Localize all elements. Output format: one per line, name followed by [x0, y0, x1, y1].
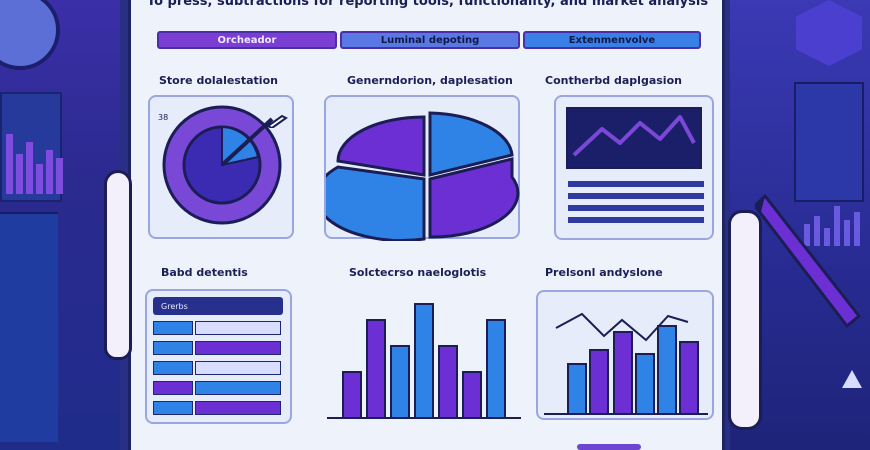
bottom-handle: [577, 444, 641, 450]
pie-graphic: [314, 111, 520, 242]
right-mini-bars: [804, 206, 860, 246]
tab-2[interactable]: Luminal depoting: [340, 31, 520, 49]
left-pie-graphic: [0, 0, 60, 70]
section-title-bottom-mid: Solctecrso naeloglotis: [349, 266, 487, 279]
list-row: [153, 321, 283, 335]
list-card: Grerbs: [145, 289, 292, 424]
hexagon-graphic: [796, 0, 862, 66]
warning-triangle-icon: [842, 370, 862, 388]
list-row: [153, 381, 283, 395]
line-card-rows: [568, 181, 704, 223]
left-mini-panel: [0, 92, 63, 202]
section-title-top-mid: Generndorion, daplesation: [347, 74, 513, 87]
right-hand: [728, 210, 762, 430]
line-chart-card: [554, 95, 714, 240]
section-title-bottom-left: Babd detentis: [161, 266, 248, 279]
donut-corner-label: 38: [158, 113, 169, 122]
pen-icon: [755, 193, 862, 329]
combo-chart-card: [536, 290, 714, 420]
section-title-top-right: Contherbd daplgasion: [545, 74, 682, 87]
bar-chart-graphic: [327, 303, 521, 419]
right-mini-panel: [794, 82, 864, 202]
pen-icon: [266, 113, 288, 130]
section-title-top-left: Store dolalestation: [159, 74, 278, 87]
tab-3[interactable]: Extenmenvolve: [523, 31, 701, 49]
tab-1[interactable]: Orcheador: [157, 31, 337, 49]
list-row: [153, 341, 283, 355]
bar-chart: [325, 290, 525, 430]
donut-graphic: [162, 105, 282, 225]
left-device-screen: [0, 0, 120, 450]
section-title-bottom-right: Prelsonl andyslone: [545, 266, 663, 279]
left-lower-panel: [0, 212, 58, 442]
list-card-header-label: Grerbs: [161, 301, 188, 311]
list-row: [153, 401, 283, 415]
combo-chart-graphic: [544, 312, 708, 415]
left-hand: [104, 170, 132, 360]
list-card-header: Grerbs: [153, 297, 283, 315]
list-row: [153, 361, 283, 375]
pie-card: [314, 95, 520, 242]
tab-bar: Orcheador Luminal depoting Extenmenvolve: [157, 31, 702, 49]
report-sheet: To press, subtractions for reporting too…: [128, 0, 725, 450]
line-chart-panel: [566, 107, 702, 169]
line-chart-graphic: [572, 115, 696, 157]
left-mini-bars: [6, 134, 63, 194]
page-headline: To press, subtractions for reporting too…: [146, 0, 709, 9]
donut-card: 38: [148, 95, 294, 239]
